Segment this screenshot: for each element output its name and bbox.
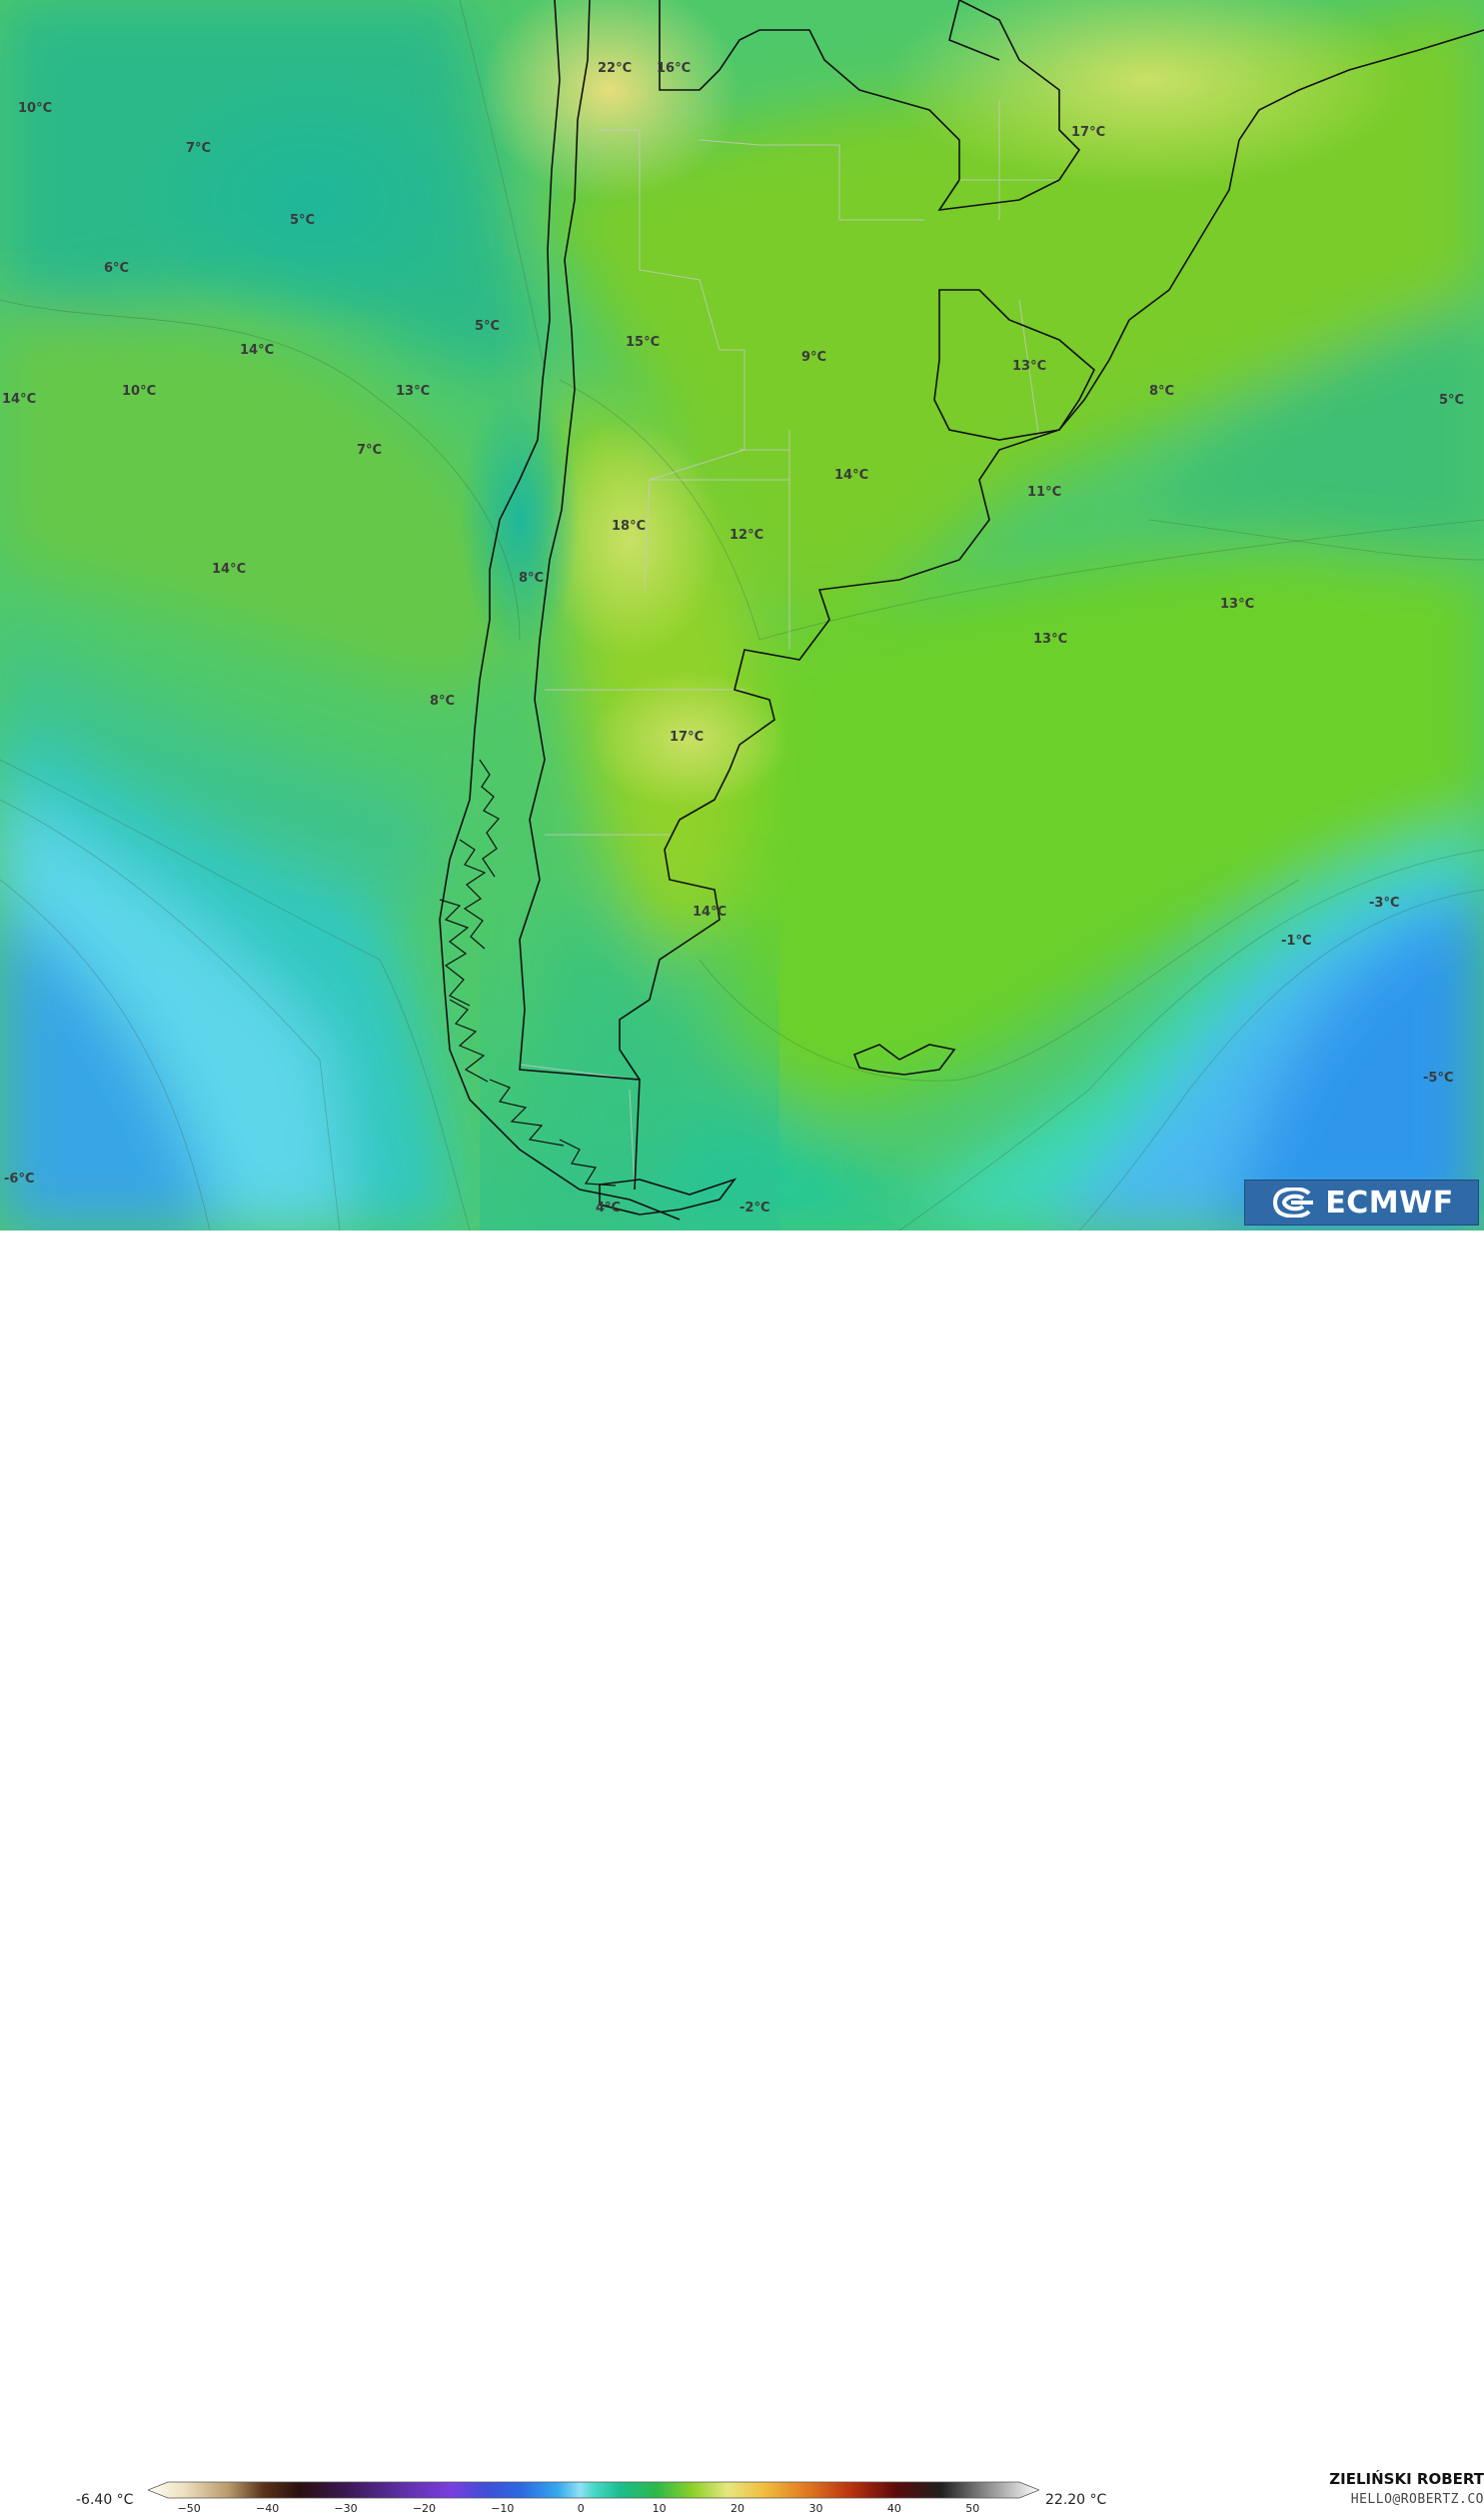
temp-label: 5°C [475, 319, 500, 334]
colorbar-ramp [148, 2481, 1039, 2499]
warm-area-ne [889, 0, 1409, 190]
temp-label: 14°C [834, 468, 868, 483]
temp-label: 17°C [670, 730, 704, 745]
temp-label: -2°C [740, 1201, 769, 1216]
temp-label: 8°C [519, 571, 544, 586]
province-borders [519, 100, 1059, 1191]
colorbar-tick-label: −20 [412, 2502, 437, 2515]
cool-area-pacific [130, 70, 490, 330]
temp-label: 22°C [598, 61, 632, 76]
colorbar-min-value: -6.40 °C [76, 2492, 134, 2508]
temp-label: 4°C [596, 1201, 621, 1216]
isotherm-contours [0, 0, 1484, 1231]
temp-label: 14°C [2, 392, 36, 407]
author-email: HELLO@ROBERTZ.CO [1350, 2492, 1484, 2507]
temp-label: 13°C [1220, 597, 1254, 612]
temp-label: 14°C [212, 562, 246, 577]
temp-label: -1°C [1281, 934, 1311, 949]
temp-label: -3°C [1369, 896, 1399, 911]
temp-label: 6°C [104, 261, 129, 276]
colorbar-tick-label: 10 [652, 2502, 667, 2515]
logo-text: ECMWF [1325, 1185, 1454, 1221]
colorbar-tick-label: 20 [731, 2502, 745, 2515]
temp-label: 18°C [612, 519, 646, 534]
temp-label: 9°C [801, 350, 826, 365]
author-credit: ZIELIŃSKI ROBERT [1329, 2470, 1484, 2488]
temp-label: 13°C [1033, 632, 1067, 647]
temp-label: 13°C [396, 384, 430, 399]
ecmwf-logo: ECMWF [1244, 1180, 1479, 1226]
temp-label: -5°C [1423, 1071, 1453, 1086]
temp-label: 13°C [1012, 359, 1046, 374]
warm-area-north [480, 0, 740, 200]
temp-label: 10°C [18, 101, 52, 116]
colorbar-tick-label: −50 [177, 2502, 201, 2515]
country-borders [439, 0, 1484, 1221]
colorbar-tick-label: 0 [577, 2502, 585, 2515]
footer: -6.40 °C [0, 1231, 1484, 2515]
temp-label: 14°C [693, 905, 727, 920]
temp-label: 8°C [430, 694, 455, 709]
temperature-map: 22°C 16°C 10°C 7°C 5°C 6°C 17°C 5°C 14°C… [0, 0, 1484, 1231]
temp-label: 8°C [1149, 384, 1174, 399]
warm-area-patagonia [590, 670, 789, 810]
temp-label: 5°C [1439, 393, 1464, 408]
colorbar-tick-label: −10 [491, 2502, 515, 2515]
colorbar-tick-label: −30 [334, 2502, 358, 2515]
colorbar [148, 2481, 1039, 2499]
cool-area-chile [460, 380, 580, 660]
ecmwf-swirl-icon [1273, 1188, 1314, 1218]
temp-label: 17°C [1071, 125, 1105, 140]
colorbar-tick-label: 30 [808, 2502, 823, 2515]
temp-label: 12°C [730, 528, 763, 543]
colorbar-max-value: 22.20 °C [1045, 2492, 1107, 2508]
colorbar-tick-label: 50 [965, 2502, 980, 2515]
temp-label: 11°C [1027, 485, 1061, 500]
colorbar-tick-label: 40 [886, 2502, 901, 2515]
temp-label: 7°C [357, 443, 382, 458]
temperature-labels: 22°C 16°C 10°C 7°C 5°C 6°C 17°C 5°C 14°C… [2, 61, 1464, 1216]
temp-label: 16°C [657, 61, 691, 76]
temp-label: 10°C [122, 384, 156, 399]
colorbar-tick-label: −40 [256, 2502, 280, 2515]
temp-label: 15°C [626, 335, 660, 350]
temp-label: 5°C [290, 213, 315, 228]
temp-label: -6°C [4, 1172, 34, 1187]
colorbar-ticks: −50 −40 −30 −20 −10 0 10 20 30 40 50 [150, 2502, 1035, 2516]
temp-label: 7°C [186, 141, 211, 156]
chile-fjords [439, 759, 617, 1187]
temp-label: 14°C [240, 343, 274, 358]
